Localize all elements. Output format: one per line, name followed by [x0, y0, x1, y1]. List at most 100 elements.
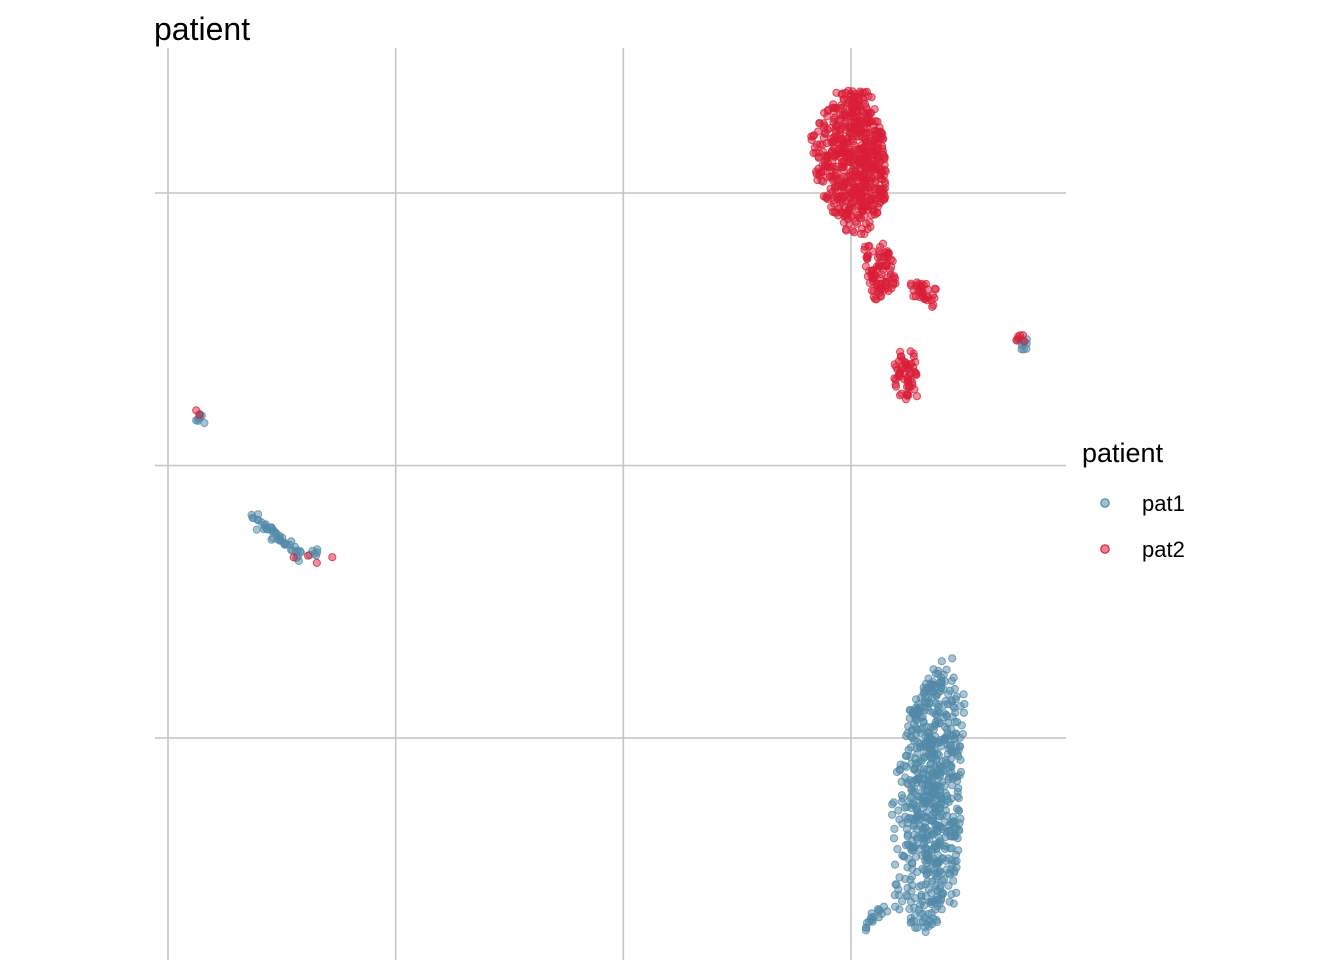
point-pat1-462 — [949, 673, 958, 682]
point-pat2-800 — [904, 364, 913, 373]
point-pat2-579 — [878, 188, 887, 197]
point-pat2-541 — [845, 178, 854, 187]
point-pat1-202 — [917, 890, 926, 899]
point-pat1-664 — [902, 751, 912, 760]
point-pat1-585 — [907, 887, 916, 896]
point-pat1-218 — [954, 784, 963, 793]
point-pat2-789 — [896, 352, 906, 361]
point-pat2-385 — [844, 86, 853, 95]
point-pat1-67 — [959, 690, 968, 699]
legend-swatch-pat2 — [1100, 544, 1110, 554]
point-pat1-621 — [946, 826, 955, 835]
point-pat1-607 — [932, 755, 941, 765]
point-pat2-508 — [831, 172, 840, 181]
series-pat2 — [192, 86, 1029, 568]
point-pat1-622 — [914, 905, 924, 914]
point-pat2-542 — [866, 222, 875, 232]
point-pat2-810 — [1016, 331, 1025, 340]
point-pat1-648 — [927, 747, 936, 757]
point-pat2-799 — [903, 374, 912, 383]
point-pat2-597 — [838, 123, 847, 132]
point-pat1-682 — [861, 926, 871, 935]
point-pat2-607 — [811, 148, 821, 157]
point-pat2-512 — [848, 204, 857, 213]
point-pat1-655 — [937, 657, 946, 666]
point-pat1-577 — [902, 731, 911, 741]
point-pat1-657 — [933, 872, 942, 881]
point-pat1-669 — [938, 777, 947, 786]
point-pat1-533 — [949, 817, 958, 826]
point-pat2-743 — [918, 288, 927, 297]
point-pat2-525 — [836, 139, 845, 148]
point-pat1-674 — [943, 700, 953, 709]
point-pat1-415 — [959, 708, 969, 717]
point-pat2-803 — [904, 381, 913, 390]
point-pat1-653 — [925, 921, 934, 931]
point-pat2-816 — [195, 410, 204, 419]
point-pat1-652 — [933, 739, 942, 748]
point-pat1-439 — [911, 923, 920, 933]
point-pat2-812 — [304, 551, 313, 560]
point-pat2-687 — [865, 278, 874, 288]
point-pat2-709 — [860, 245, 869, 254]
point-pat1-183 — [894, 806, 903, 815]
point-pat2-614 — [813, 176, 822, 185]
point-pat2-792 — [893, 365, 902, 374]
point-pat2-570 — [873, 208, 882, 217]
point-pat1-644 — [940, 844, 950, 854]
point-pat1-661 — [920, 866, 929, 875]
point-pat2-575 — [839, 110, 848, 119]
point-pat2-700 — [873, 286, 883, 295]
point-pat1-662 — [895, 873, 904, 882]
point-pat2-552 — [857, 171, 866, 180]
point-pat1-520 — [942, 811, 952, 821]
point-pat2-790 — [895, 391, 905, 400]
point-pat1-433 — [927, 889, 936, 898]
point-pat1-732 — [282, 540, 291, 549]
point-pat1-77 — [949, 876, 958, 885]
point-pat1-209 — [890, 860, 900, 869]
legend-item-pat1: pat1 — [1100, 491, 1185, 516]
point-pat1-595 — [914, 700, 923, 709]
point-pat1-405 — [922, 765, 932, 774]
point-pat2-609 — [867, 193, 876, 203]
point-pat1-642 — [920, 753, 929, 762]
legend: patient pat1 pat2 — [1082, 438, 1185, 562]
point-pat1-633 — [927, 908, 936, 918]
point-pat1-381 — [920, 901, 929, 910]
point-pat2-530 — [815, 168, 824, 178]
point-pat2-573 — [874, 164, 883, 173]
point-pat1-547 — [917, 881, 926, 890]
point-pat2-601 — [847, 99, 857, 108]
point-pat1-639 — [895, 815, 904, 824]
point-pat1-538 — [920, 705, 930, 714]
point-pat2-708 — [876, 253, 885, 262]
point-pat1-625 — [900, 803, 909, 812]
point-pat2-755 — [912, 392, 922, 401]
point-pat2-557 — [844, 185, 853, 194]
point-pat2-243 — [815, 119, 824, 128]
point-pat2-617 — [861, 181, 870, 190]
point-pat2-506 — [841, 196, 851, 205]
point-pat1-510 — [900, 852, 909, 861]
point-pat1-545 — [897, 777, 906, 786]
point-pat1-647 — [916, 725, 925, 734]
point-pat1-473 — [949, 899, 958, 908]
point-pat2-262 — [823, 112, 832, 121]
point-pat1-555 — [907, 759, 916, 769]
point-pat1-635 — [947, 746, 956, 755]
point-pat2-513 — [821, 161, 830, 170]
point-pat2-591 — [854, 132, 863, 141]
point-pat2-794 — [900, 358, 910, 367]
point-pat1-697 — [883, 907, 892, 916]
point-pat1-258 — [892, 767, 902, 777]
point-pat1-27 — [888, 810, 897, 819]
point-pat2-740 — [927, 296, 936, 305]
point-pat1-623 — [909, 916, 918, 926]
point-pat1-162 — [893, 845, 902, 854]
point-pat2-702 — [877, 270, 886, 279]
point-pat2-388 — [842, 226, 851, 235]
point-pat2-587 — [880, 177, 889, 186]
legend-item-pat2: pat2 — [1100, 537, 1185, 562]
point-pat2-565 — [807, 132, 816, 141]
